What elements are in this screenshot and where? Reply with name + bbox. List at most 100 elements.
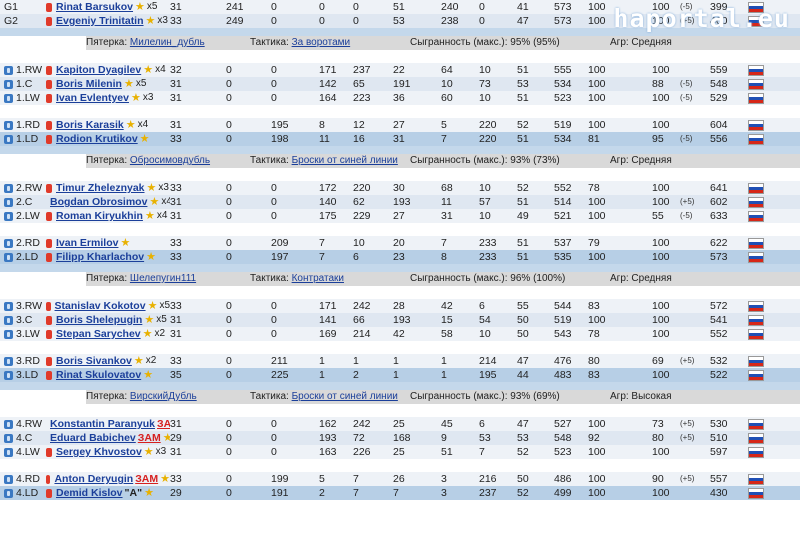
star-icon: ★ [146, 182, 157, 194]
stat-value: 49 [517, 210, 529, 222]
position-icon[interactable] [4, 433, 13, 443]
stat-value: 80 [588, 355, 600, 367]
sync-cell: Сыгранность (макс.): 95% (95%) [410, 36, 610, 50]
position-icon[interactable] [4, 134, 13, 144]
stat-value: 597 [710, 446, 728, 458]
player-link[interactable]: Rinat Barsukov [56, 1, 134, 13]
player-link[interactable]: Evgeniy Trinitatin [56, 15, 144, 27]
stat-value: 100 [588, 15, 606, 27]
tactic-link[interactable]: Броски от синей линии [291, 155, 398, 166]
stat-value: 100 [588, 78, 606, 90]
flag-cell [742, 251, 770, 263]
position-icon[interactable] [4, 183, 13, 193]
star-icon: ★ [135, 1, 145, 13]
player-link[interactable]: Boris Karasik [56, 119, 124, 131]
position-icon[interactable] [4, 197, 13, 207]
player-link[interactable]: Filipp Kharlachov [56, 251, 145, 263]
position-icon[interactable] [4, 238, 13, 248]
player-link[interactable]: Kapiton Dyagilev [56, 64, 142, 76]
position-icon[interactable] [4, 79, 13, 89]
stat-value: 1 [441, 369, 447, 381]
line-name-link[interactable]: Милелин_дубль [129, 37, 205, 48]
player-link[interactable]: Stepan Sarychev [56, 328, 141, 340]
position-icon[interactable] [4, 301, 13, 311]
tactic-link[interactable]: За воротами [291, 37, 351, 48]
position-icon[interactable] [4, 488, 13, 498]
stat-value: 171 [319, 300, 337, 312]
line-name-link[interactable]: ВирскийДубль [129, 391, 197, 402]
position-icon[interactable] [4, 474, 13, 484]
stat-value: 8 [441, 251, 447, 263]
player-link[interactable]: Rodion Krutikov [56, 133, 138, 145]
line-name-link[interactable]: Обросимовдубль [129, 155, 211, 166]
flag-cell [742, 300, 770, 312]
position-cell: 2.LW [0, 209, 46, 223]
player-link[interactable]: Anton Deryugin [54, 473, 134, 485]
position-icon[interactable] [4, 356, 13, 366]
stat-value: 100 [652, 446, 670, 458]
position-icon[interactable] [4, 120, 13, 130]
player-link[interactable]: Ivan Ermilov [56, 237, 119, 249]
position-cell: 3.LW [0, 327, 46, 341]
position-icon[interactable] [4, 315, 13, 325]
player-link[interactable]: Stanislav Kokotov [54, 300, 146, 312]
stat-value: 529 [710, 92, 728, 104]
player-name-cell: Boris Milenin ★ x5 [46, 77, 170, 91]
stat-value: 45 [441, 418, 453, 430]
stat-value: 10 [479, 328, 491, 340]
player-link[interactable]: Konstantin Paranyuk [50, 418, 156, 430]
stat-value: 191 [271, 487, 289, 499]
player-link[interactable]: Sergey Khvostov [56, 446, 142, 458]
player-link[interactable]: Bogdan Obrosimov [50, 196, 148, 208]
player-name-cell: Boris Shelepugin ★ x5 [46, 313, 170, 327]
line-name-link[interactable]: Шелепугин111 [129, 273, 197, 284]
position-icon[interactable] [4, 65, 13, 75]
flag-cell [742, 1, 770, 13]
player-row: 2.LD Filipp Kharlachov ★ 33 0 197 7 6 23 8 233 51 53… [0, 250, 800, 264]
assistant-badge[interactable]: ЗАМ [137, 432, 161, 444]
line-label: Пятерка: [86, 273, 130, 284]
player-link[interactable]: Eduard Babichev [50, 432, 136, 444]
player-row: 4.RD Anton Deryugin ЗАМ ★ 33 0 199 5 7 26 3 216 50 48… [0, 472, 800, 486]
player-link[interactable]: Boris Shelepugin [56, 314, 143, 326]
player-name-cell: Boris Karasik ★ x4 [46, 118, 170, 132]
stat-value: 5 [441, 119, 447, 131]
player-link[interactable]: Ivan Evlentyev [56, 92, 129, 104]
player-link[interactable]: Demid Kislov [56, 487, 123, 499]
stat-value: 0 [271, 15, 277, 27]
player-name-cell: Kapiton Dyagilev ★ x4 [46, 63, 170, 77]
aggression-cell: Агр: Средняя [610, 272, 800, 286]
stat-value: 100 [588, 314, 606, 326]
stat-value: 0 [226, 196, 232, 208]
tactic-link[interactable]: Броски от синей линии [291, 391, 398, 402]
player-link[interactable]: Rinat Skulovatov [56, 369, 142, 381]
position-icon[interactable] [4, 329, 13, 339]
assistant-badge[interactable]: ЗАМ [135, 473, 159, 485]
star-count: x3 [142, 92, 154, 103]
position-icon[interactable] [4, 447, 13, 457]
line-info-bar: Пятерка: Шелепугин111 Тактика: Контратаки… [0, 272, 800, 286]
player-link[interactable]: Timur Zheleznyak [56, 182, 145, 194]
position-icon[interactable] [4, 211, 13, 221]
position-icon[interactable] [4, 93, 13, 103]
position-icon[interactable] [4, 419, 13, 429]
stat-value: 519 [554, 314, 572, 326]
injury-icon [46, 183, 52, 193]
position-label: 4.LD [16, 487, 39, 499]
stat-value: 142 [319, 78, 337, 90]
player-link[interactable]: Roman Kiryukhin [56, 210, 143, 222]
stat-value: 633 [710, 210, 728, 222]
player-link[interactable]: Boris Sivankov [56, 355, 132, 367]
player-row: 4.LD Demid Kislov "A" ★ 29 0 191 2 7 7 3 237 52 499 10… [0, 486, 800, 500]
stat-value: 31 [393, 133, 405, 145]
position-icon[interactable] [4, 252, 13, 262]
stat-value: 548 [554, 432, 572, 444]
position-label: 4.C [16, 432, 33, 444]
stat-value: 541 [710, 314, 728, 326]
stat-value: 41 [517, 1, 529, 13]
player-link[interactable]: Boris Milenin [56, 78, 122, 90]
assistant-badge[interactable]: ЗАМ [157, 418, 170, 430]
star-icon: ★ [142, 328, 153, 340]
tactic-link[interactable]: Контратаки [291, 273, 344, 284]
position-icon[interactable] [4, 370, 13, 380]
